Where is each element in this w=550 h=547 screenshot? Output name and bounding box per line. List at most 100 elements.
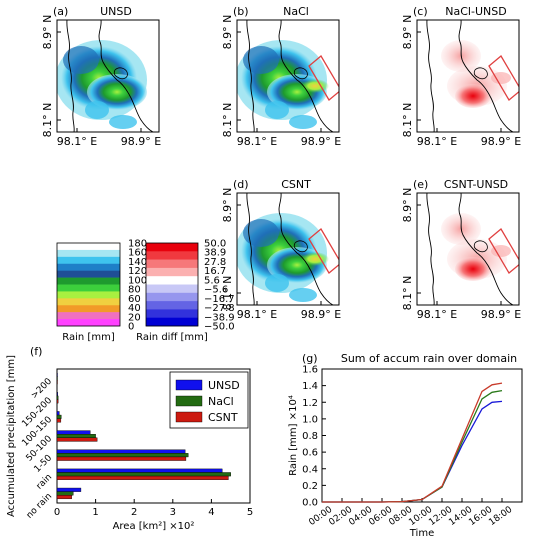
colorbar-swatch [57,277,120,285]
coastline [426,193,435,305]
coastline [66,20,75,132]
bar-nacl-6 [56,376,58,381]
y-tick-label: 0.4 [302,464,318,475]
legend-swatch [175,411,203,423]
y-tick-label: 8.9° N [41,15,54,50]
map-panel-nacl: (b) NaCl 98.1° E 98.9° E 8.9° N 8.1° N [221,5,341,148]
island-outline [113,67,128,80]
colorbar-swatch [57,291,120,299]
bar-csnt-6 [56,380,58,385]
coastline [246,20,255,132]
map-frame [56,19,160,133]
bar-unsd-6 [56,372,58,377]
bar-csnt-5 [56,399,59,404]
island-outline [293,67,308,80]
bar-unsd-0 [56,487,82,492]
colorbar-tick-label: 160 [128,248,147,259]
colorbar-tick-label: 27.8 [204,257,226,268]
colorbar-tick-label: 60 [128,294,141,305]
colorbar-tick-label: 100 [128,275,147,286]
diff-contour [491,245,511,257]
x-tick-label: 98.9° E [481,308,521,321]
x-tick-label: 98.9° E [121,135,161,148]
bar-csnt-3 [56,437,98,442]
colorbar-tick-label: 180 [128,239,147,250]
y-axis-label: Accumulated precipitation [mm] [6,355,17,517]
y-tick-label: 8.9° N [401,15,414,50]
y-tick-label: 1.0 [302,414,318,425]
panel-title: NaCl-UNSD [445,5,506,18]
x-tick-label: 2 [131,507,137,518]
category-label: >200 [30,376,55,401]
bar-csnt-2 [56,456,187,461]
y-tick-label: 8.9° N [221,15,234,50]
bar-unsd-1 [56,468,223,473]
bar-nacl-3 [56,434,96,439]
x-tick-label: 0 [54,507,60,518]
x-tick-label: 98.1° E [237,135,277,148]
x-tick-label: 98.1° E [417,135,457,148]
rain-contour [85,101,109,119]
colorbar-swatch [57,312,120,320]
bar-unsd-5 [56,392,58,397]
colorbar-tick-label: 140 [128,257,147,268]
map-frame [416,192,520,306]
panel-title: NaCl [283,5,309,18]
y-tick-label: 8.9° N [221,188,234,223]
rain-contour [63,46,99,74]
y-tick-label: 1.6 [302,365,318,376]
colorbar-swatch [146,292,198,302]
colorbar-tick-label: −50.0 [204,322,235,333]
rain-contour [289,115,317,129]
bar-nacl-5 [56,395,59,400]
coastline [246,193,255,305]
legend-swatch [175,379,203,391]
colorbar-swatch [57,249,120,258]
bar-csnt-1 [56,475,229,480]
colorbar-swatch [57,319,120,327]
colorbar-tick-label: 120 [128,266,147,277]
x-tick-label: 98.1° E [57,135,97,148]
colorbar-swatch [146,309,198,318]
chart-tag: (g) [302,352,318,365]
x-tick-label: 5 [247,507,253,518]
y-tick-label: 8.1° N [401,276,414,311]
x-tick-label: 98.1° E [417,308,457,321]
map-frame [236,19,340,133]
rain-contour [109,115,137,129]
colorbar-tick-label: 80 [128,285,141,296]
bar-unsd-4 [56,411,60,416]
x-tick-label: 4 [208,507,214,518]
map-field [237,193,339,305]
legend-swatch [175,395,203,407]
colorbar-swatch [146,259,198,269]
colorbar-tick-label: 38.9 [204,248,226,259]
island-outline [293,240,308,253]
bar-nacl-4 [56,414,62,419]
legend-label: CSNT [208,411,238,424]
map-frame [236,192,340,306]
island-outline [473,240,488,253]
bar-csnt-0 [56,495,72,500]
colorbar-tick-label: 50.0 [204,239,226,250]
x-tick-label: 1 [92,507,98,518]
island-outline [473,67,488,80]
y-tick-label: 0.6 [302,448,318,459]
map-field [417,20,519,132]
colorbar-swatch [146,251,198,260]
analysis-box [488,55,519,101]
category-label: rain [35,472,54,491]
y-tick-label: 8.1° N [401,103,414,138]
panel-title: CSNT [281,178,311,191]
map-panel-csnt: (d) CSNT 98.1° E 98.9° E 8.9° N 8.1° N [221,178,341,321]
map-panel-csnt-minus-unsd: (e) CSNT-UNSD 98.1° E 98.9° E 8.9° N 8.1° N [401,178,521,321]
bar-unsd-3 [56,430,91,435]
bar-csnt-4 [56,418,62,423]
plot-frame [321,368,523,503]
map-panel-unsd: (a) UNSD 98.1° E 98.9° E 8.9° N 8.1° N [41,5,161,148]
bar-nacl-1 [56,472,231,477]
panel-tag: (b) [233,5,249,18]
colorbar-frame [56,242,121,327]
